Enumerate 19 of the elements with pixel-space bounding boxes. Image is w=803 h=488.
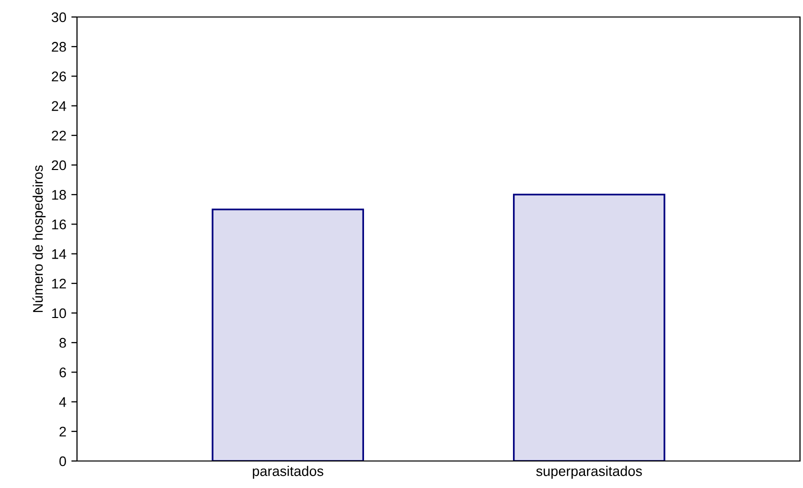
y-tick-label: 8 — [59, 338, 66, 348]
y-tick-label: 14 — [52, 249, 66, 259]
y-tick-label: 10 — [52, 308, 66, 318]
y-tick-label: 12 — [52, 278, 66, 288]
y-tick-label: 6 — [60, 368, 66, 378]
y-tick-label: 30 — [52, 12, 66, 22]
y-tick-label: 28 — [52, 42, 66, 52]
y-tick-label: 20 — [52, 160, 66, 170]
y-tick-label: 4 — [59, 397, 66, 407]
y-tick-label: 22 — [52, 130, 66, 140]
y-axis-title: Número de hospedeiros — [32, 165, 46, 312]
y-tick-label: 18 — [52, 190, 66, 200]
y-tick-label: 16 — [52, 220, 66, 230]
y-tick-label: 26 — [52, 72, 66, 82]
x-tick-label: parasitados — [252, 466, 324, 479]
y-tick-label: 24 — [52, 101, 66, 111]
y-tick-label: 0 — [59, 456, 66, 466]
y-tick-label: 2 — [60, 426, 66, 436]
x-tick-label: superparasitados — [536, 466, 642, 479]
